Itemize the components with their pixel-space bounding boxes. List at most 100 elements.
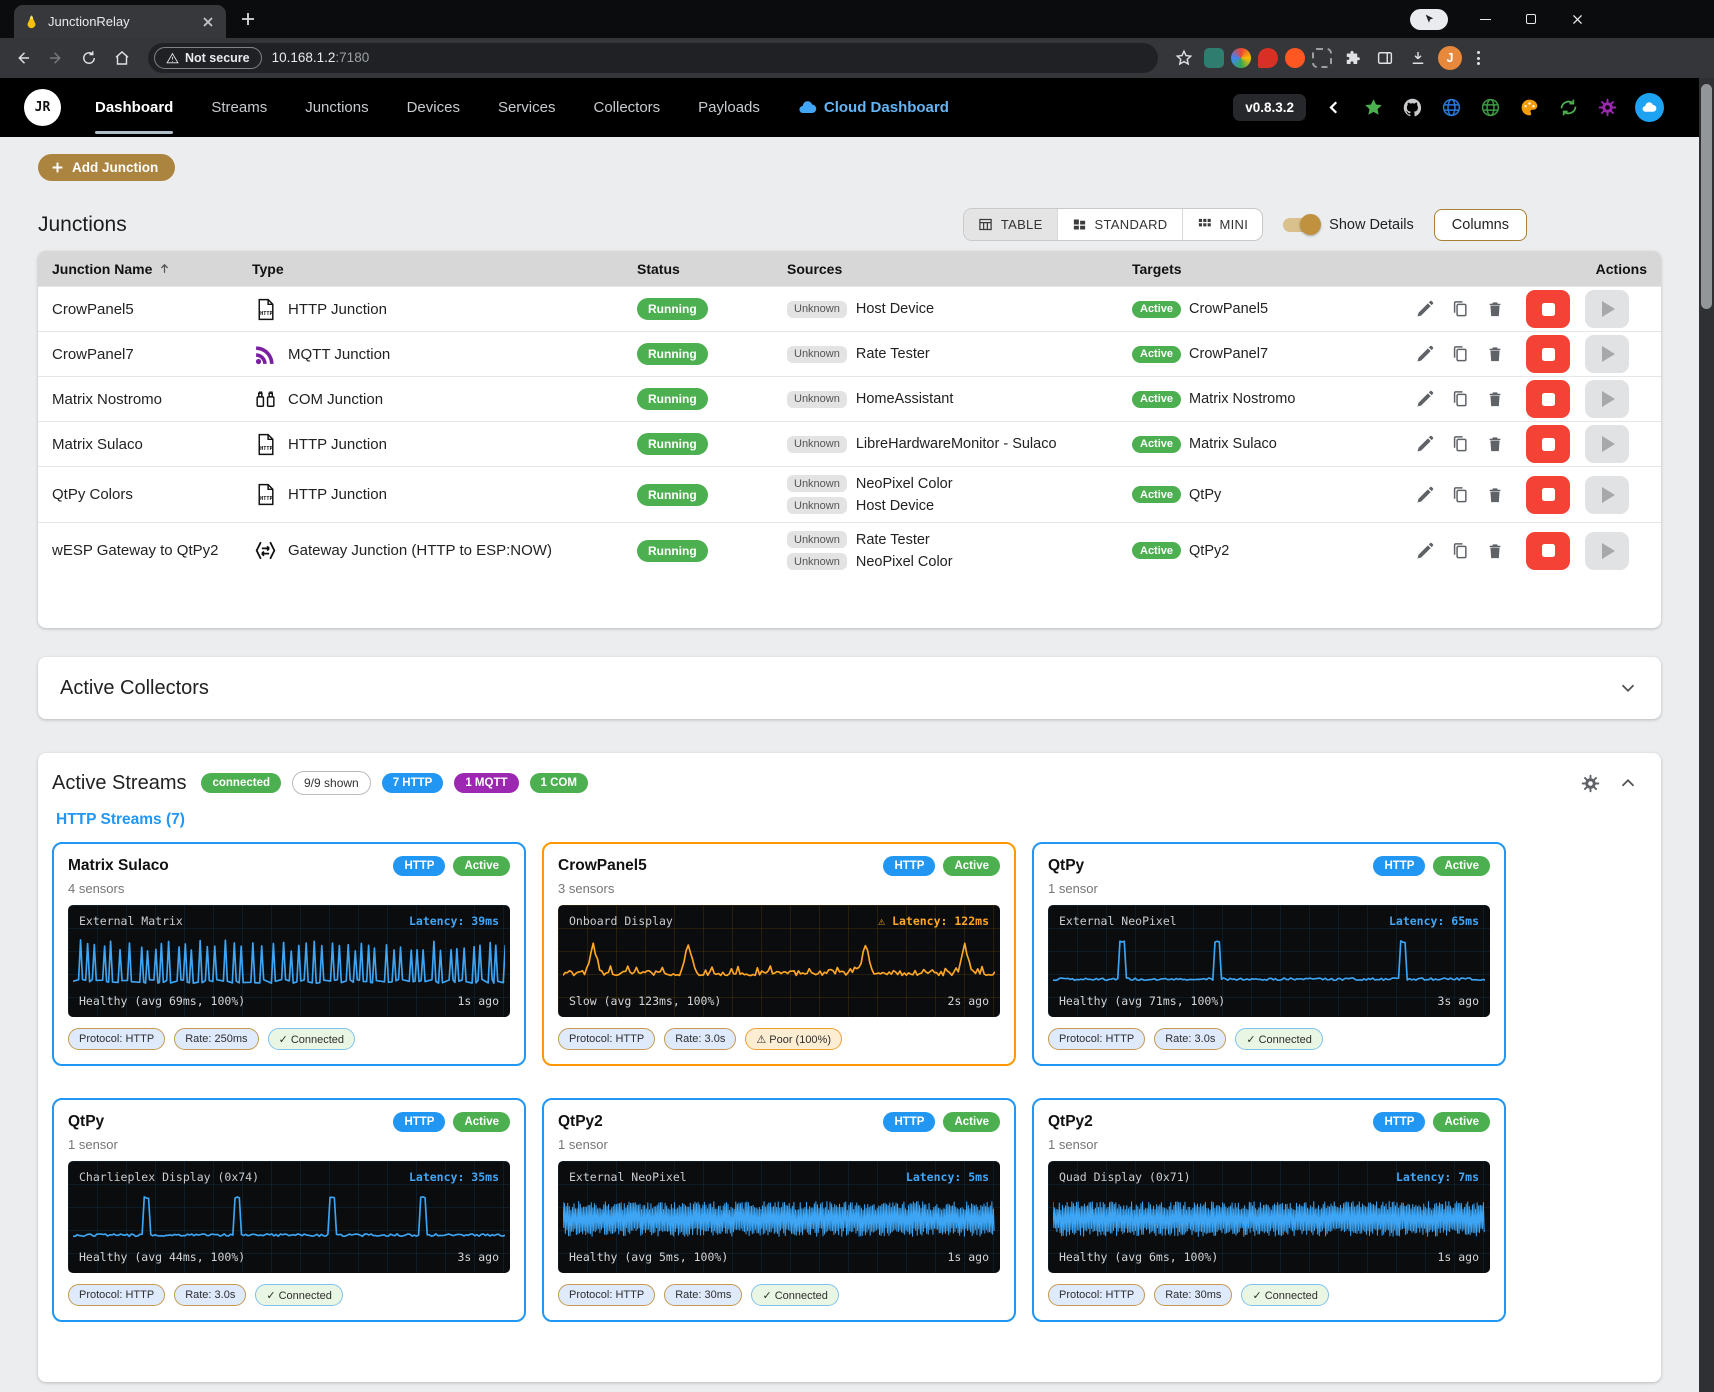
chevron-up-icon[interactable] — [1617, 772, 1639, 794]
cloud-status-icon[interactable] — [1635, 93, 1664, 122]
delete-button[interactable] — [1485, 541, 1505, 561]
home-button[interactable] — [109, 45, 135, 71]
nav-collectors[interactable]: Collectors — [593, 78, 660, 137]
stop-junction-button[interactable] — [1526, 380, 1570, 418]
view-mini-button[interactable]: MINI — [1182, 209, 1263, 240]
palette-icon[interactable] — [1518, 97, 1540, 119]
extension-icon-2[interactable] — [1231, 48, 1251, 68]
stop-junction-button[interactable] — [1526, 476, 1570, 514]
delete-button[interactable] — [1485, 389, 1505, 409]
chevron-down-icon[interactable] — [1617, 677, 1639, 699]
edit-button[interactable] — [1415, 389, 1435, 409]
col-targets[interactable]: Targets — [1132, 261, 1362, 277]
extension-icon-5[interactable] — [1312, 48, 1332, 68]
duplicate-button[interactable] — [1450, 485, 1470, 505]
tab-close-icon[interactable] — [200, 14, 216, 30]
edit-button[interactable] — [1415, 434, 1435, 454]
nav-streams[interactable]: Streams — [211, 78, 267, 137]
browser-assistant-pill[interactable] — [1410, 9, 1448, 30]
settings-gear-icon[interactable] — [1580, 773, 1601, 794]
edit-button[interactable] — [1415, 299, 1435, 319]
edit-button[interactable] — [1415, 485, 1435, 505]
globe-icon-green[interactable] — [1479, 97, 1501, 119]
extension-icon-1[interactable] — [1204, 48, 1224, 68]
junction-type-label: HTTP Junction — [288, 436, 387, 453]
github-icon[interactable] — [1401, 97, 1423, 119]
scrollbar-thumb[interactable] — [1701, 84, 1712, 309]
nav-payloads[interactable]: Payloads — [698, 78, 760, 137]
download-icon[interactable] — [1405, 45, 1431, 71]
table-row: Matrix Nostromo COM Junction Running Unk… — [38, 376, 1661, 421]
duplicate-button[interactable] — [1450, 299, 1470, 319]
extension-icon-4[interactable] — [1285, 48, 1305, 68]
delete-button[interactable] — [1485, 299, 1505, 319]
extension-icon-3[interactable] — [1258, 48, 1278, 68]
extensions-puzzle-icon[interactable] — [1339, 45, 1365, 71]
nav-services[interactable]: Services — [498, 78, 556, 137]
nav-dashboard[interactable]: Dashboard — [95, 78, 173, 137]
stop-junction-button[interactable] — [1526, 290, 1570, 328]
forward-button[interactable] — [43, 45, 69, 71]
duplicate-button[interactable] — [1450, 434, 1470, 454]
col-sources[interactable]: Sources — [787, 261, 1132, 277]
chevron-left-icon[interactable] — [1323, 97, 1345, 119]
col-status[interactable]: Status — [637, 261, 787, 277]
nav-devices[interactable]: Devices — [407, 78, 460, 137]
gear-icon[interactable] — [1596, 97, 1618, 119]
col-junction-name[interactable]: Junction Name — [52, 261, 252, 277]
duplicate-button[interactable] — [1450, 344, 1470, 364]
stop-icon — [1542, 438, 1555, 451]
start-junction-button[interactable] — [1585, 476, 1629, 514]
edit-button[interactable] — [1415, 541, 1435, 561]
stop-junction-button[interactable] — [1526, 335, 1570, 373]
address-bar[interactable]: Not secure 10.168.1.2:7180 — [148, 43, 1158, 73]
browser-menu-icon[interactable] — [1469, 51, 1488, 65]
stream-card: QtPy HTTPActive 1 sensor External NeoPix… — [1032, 842, 1506, 1066]
back-button[interactable] — [10, 45, 36, 71]
view-table-button[interactable]: TABLE — [964, 209, 1057, 240]
start-junction-button[interactable] — [1585, 335, 1629, 373]
duplicate-button[interactable] — [1450, 541, 1470, 561]
side-panel-icon[interactable] — [1372, 45, 1398, 71]
bookmark-star-icon[interactable] — [1171, 45, 1197, 71]
active-collectors-section[interactable]: Active Collectors — [38, 657, 1661, 719]
globe-icon[interactable] — [1440, 97, 1462, 119]
http-streams-link[interactable]: HTTP Streams (7) — [56, 811, 1647, 829]
browser-tab[interactable]: JunctionRelay — [14, 5, 226, 38]
profile-avatar[interactable]: J — [1438, 46, 1462, 70]
minimize-button[interactable] — [1468, 4, 1502, 34]
close-button[interactable] — [1560, 4, 1594, 34]
view-standard-button[interactable]: STANDARD — [1057, 209, 1182, 240]
sync-icon[interactable] — [1557, 97, 1579, 119]
not-secure-chip[interactable]: Not secure — [154, 47, 262, 69]
delete-button[interactable] — [1485, 344, 1505, 364]
start-junction-button[interactable] — [1585, 425, 1629, 463]
columns-button[interactable]: Columns — [1434, 209, 1527, 241]
reload-button[interactable] — [76, 45, 102, 71]
edit-button[interactable] — [1415, 344, 1435, 364]
nav-cloud-dashboard[interactable]: Cloud Dashboard — [798, 78, 949, 137]
protocol-chip: Protocol: HTTP — [558, 1284, 655, 1306]
star-icon[interactable] — [1362, 97, 1384, 119]
new-tab-button[interactable] — [240, 11, 256, 27]
app-header: JR Dashboard Streams Junctions Devices S… — [0, 78, 1714, 137]
start-junction-button[interactable] — [1585, 290, 1629, 328]
active-streams-title: Active Streams — [52, 772, 186, 795]
start-junction-button[interactable] — [1585, 380, 1629, 418]
nav-junctions[interactable]: Junctions — [305, 78, 368, 137]
source-name: NeoPixel Color — [856, 554, 953, 570]
delete-button[interactable] — [1485, 434, 1505, 454]
add-junction-button[interactable]: Add Junction — [38, 154, 175, 181]
col-type[interactable]: Type — [252, 261, 637, 277]
cloud-icon — [798, 98, 817, 117]
stop-junction-button[interactable] — [1526, 425, 1570, 463]
http-junction-icon: HTTP — [252, 482, 278, 508]
page-scrollbar[interactable] — [1699, 78, 1714, 1392]
app-logo[interactable]: JR — [24, 89, 61, 126]
duplicate-button[interactable] — [1450, 389, 1470, 409]
maximize-button[interactable] — [1514, 4, 1548, 34]
show-details-toggle[interactable]: Show Details — [1283, 217, 1414, 233]
delete-button[interactable] — [1485, 485, 1505, 505]
stop-junction-button[interactable] — [1526, 532, 1570, 570]
start-junction-button[interactable] — [1585, 532, 1629, 570]
